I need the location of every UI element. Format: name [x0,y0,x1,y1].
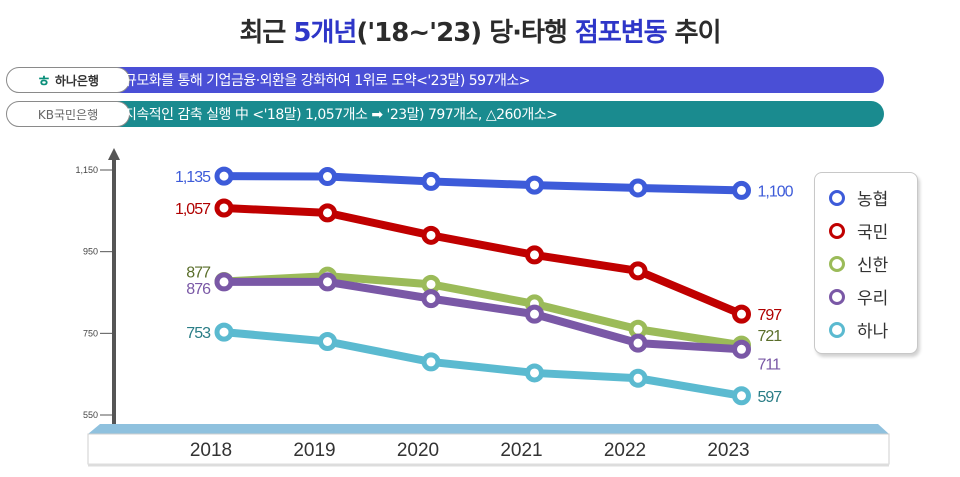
series-line [223,172,742,195]
series-line [223,272,743,350]
data-point [525,304,544,324]
data-point [318,272,337,292]
x-tick-label: 2020 [397,440,439,461]
legend-item: 농협 [829,185,888,210]
title-highlight: 점포변동 [574,18,668,48]
series-하나: 753 597 [186,322,783,406]
data-point [421,171,441,191]
note-text: 지속적인 감축 실행 中 <'18말) 1,057개소 ➡ '23말) 797개… [124,107,558,123]
data-point [318,167,337,187]
data-label-start: 876 [186,281,211,298]
legend-marker-icon [829,255,845,272]
series-line [224,277,742,354]
legend-marker-icon [829,288,845,305]
data-point [628,333,648,353]
y-axis-arrow-icon [108,148,120,160]
legend-marker-icon [829,189,845,206]
data-point [318,332,337,351]
bank-label: 하나은행 [54,73,99,88]
bank-label: KB국민은행 [37,107,99,122]
series-우리: 876 711 [186,272,782,373]
data-point [732,386,751,406]
data-point [421,289,441,309]
data-label-end: 597 [758,389,783,406]
data-point [732,304,751,324]
legend-label: 신한 [857,256,889,276]
bank-pill: KB국민은행 [6,101,130,127]
title-text: 추이 [666,18,722,48]
series-line [223,328,743,400]
data-point [421,225,441,245]
legend-label: 농협 [857,190,889,210]
x-tick-label: 2018 [190,440,232,461]
data-label-start: 877 [186,264,211,281]
bank-pill: ㅎ 하나은행 [6,67,130,93]
hana-logo-icon: ㅎ [37,71,51,90]
data-label-end: 797 [758,307,783,324]
data-label-start: 1,057 [175,201,211,218]
note-text: 규모화를 통해 기업금융·외환을 강화하여 1위로 도약<'23말) 597개소… [124,73,531,89]
x-tick-label: 2022 [604,440,646,461]
legend-marker-icon [829,222,845,239]
legend-item: 하나 [829,317,888,342]
x-tick-label: 2019 [293,440,335,461]
y-tick-label: 550 [83,410,98,420]
data-point [214,272,234,292]
data-point [214,322,234,342]
legend-item: 신한 [829,251,888,276]
x-axis-platform-front [87,433,890,465]
data-label-start: 753 [186,325,211,342]
data-label-start: 1,135 [175,169,211,186]
data-point [525,175,544,195]
title-text: ('18~'23) 당·타행 [356,18,575,48]
data-point [628,368,648,388]
series-line [223,203,744,318]
data-point [732,180,751,200]
legend-item: 우리 [829,284,888,309]
data-label-end: 711 [758,356,782,373]
title-highlight: 5개년 [293,18,357,48]
data-point [214,198,234,218]
data-point [628,178,648,198]
legend-label: 국민 [857,223,889,243]
legend-label: 하나 [857,322,889,342]
data-label-end: 721 [758,328,783,345]
series-농협: 1,135 1,100 [175,166,795,200]
legend-item: 국민 [829,218,888,243]
y-tick-label: 1,150 [75,165,98,175]
x-tick-label: 2023 [707,440,749,461]
data-point [628,261,648,281]
x-tick-label: 2021 [500,440,542,461]
note-bar [106,67,884,93]
x-axis-platform-top [88,424,889,434]
data-point [732,339,751,359]
legend-marker-icon [829,321,845,338]
data-label-end: 1,100 [758,183,794,200]
note-row-hana: ㅎ 하나은행 규모화를 통해 기업금융·외환을 강화하여 1위로 도약<'23말)… [6,67,886,93]
data-point [525,245,544,265]
y-tick-label: 950 [83,247,98,257]
title-text: 최근 [239,18,294,48]
note-row-kb: KB국민은행 지속적인 감축 실행 中 <'18말) 1,057개소 ➡ '23… [6,101,886,127]
y-tick-label: 750 [83,328,98,338]
series-국민: 1,057 797 [175,198,783,324]
legend-label: 우리 [857,289,889,309]
chart-title: 최근 5개년('18~'23) 당·타행 점포변동 추이 [0,12,960,49]
note-bar [106,101,884,127]
data-point [421,352,441,372]
data-point [525,363,544,383]
data-point [318,203,337,223]
data-point [214,166,234,186]
